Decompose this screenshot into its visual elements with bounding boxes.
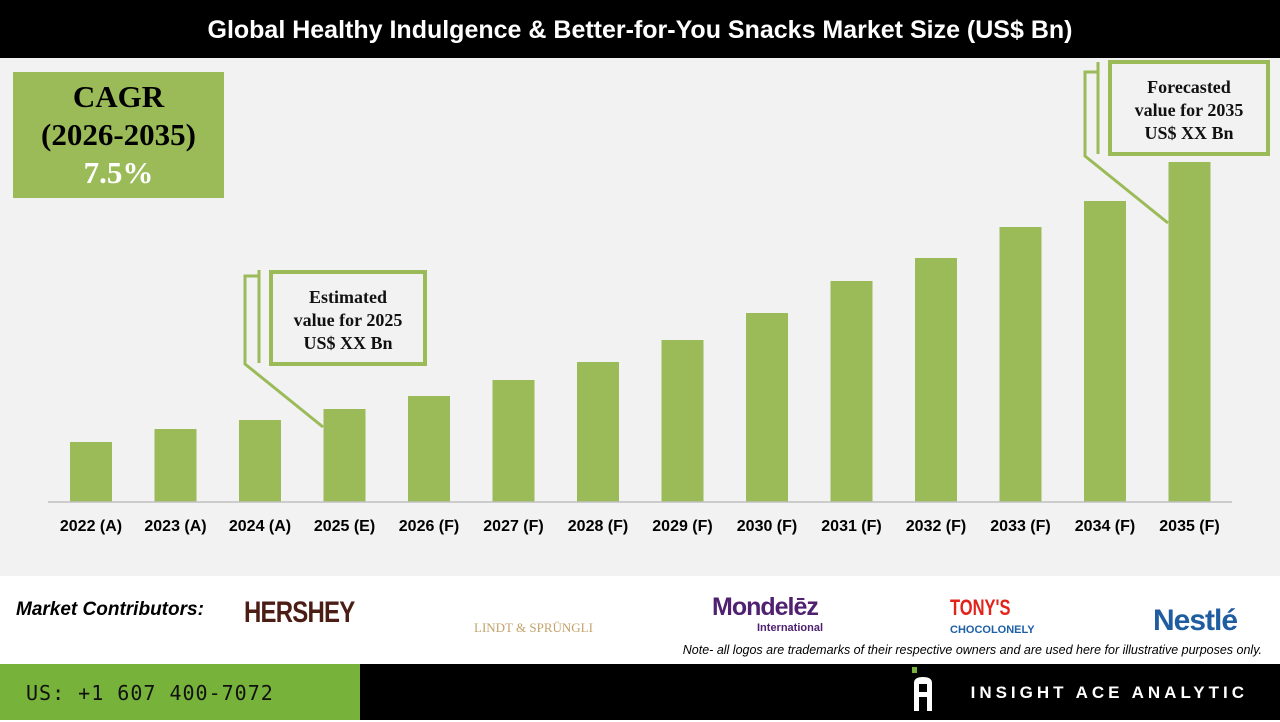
bar-chart: 2022 (A) 2023 (A) 2024 (A) 2025 (E) 2026 (F)… — [48, 62, 1232, 535]
estimated-callout: Estimated value for 2025 US$ XX Bn — [269, 270, 427, 366]
bar-2027-f- — [492, 380, 535, 502]
callout-line: Estimated — [309, 287, 387, 307]
nestle-logo: Nestlé — [1153, 604, 1238, 637]
callout-line: value for 2025 — [293, 310, 403, 330]
bar-2032-f- — [915, 258, 957, 502]
hershey-logo: HERSHEY — [244, 596, 355, 629]
brand-logo-icon — [912, 667, 932, 711]
x-tick-label: 2030 (F) — [737, 518, 797, 535]
bar-2026-f- — [408, 396, 450, 502]
bar-2035-f- — [1168, 162, 1211, 502]
cagr-label: CAGR — [72, 79, 165, 114]
tonys-logo: TONY'S — [950, 595, 1011, 620]
callout-line: US$ XX Bn — [303, 333, 393, 353]
chart-title: Global Healthy Indulgence & Better-for-Y… — [0, 0, 1280, 58]
mondelez-sub-logo: International — [757, 622, 824, 634]
bar-2029-f- — [661, 340, 704, 502]
x-tick-label: 2023 (A) — [144, 518, 206, 535]
mondelez-logo: Mondelēz — [712, 593, 819, 621]
phone-number: US: +1 607 400-7072 — [0, 664, 360, 720]
x-tick-label: 2022 (A) — [60, 518, 122, 535]
x-tick-label: 2033 (F) — [990, 518, 1050, 535]
x-tick-label: 2031 (F) — [821, 518, 881, 535]
trademark-note: Note- all logos are trademarks of their … — [682, 643, 1262, 657]
bar-2033-f- — [999, 227, 1042, 502]
callout-line: value for 2035 — [1134, 100, 1244, 120]
market-contributors-label: Market Contributors: — [16, 599, 204, 620]
cagr-box: CAGR (2026-2035) 7.5% — [13, 72, 224, 198]
callout-line: US$ XX Bn — [1144, 123, 1234, 143]
footer-bar — [360, 664, 1280, 720]
brand-name: INSIGHT ACE ANALYTIC — [970, 683, 1248, 702]
x-tick-label: 2034 (F) — [1075, 518, 1135, 535]
x-tick-label: 2029 (F) — [652, 518, 712, 535]
bar-2025-e- — [323, 409, 366, 502]
estimated-leader-line — [243, 274, 324, 429]
forecasted-callout: Forecasted value for 2035 US$ XX Bn — [1108, 60, 1270, 156]
bar-2023-a- — [154, 429, 197, 502]
bar-2022-a- — [70, 442, 112, 502]
x-tick-label: 2027 (F) — [483, 518, 543, 535]
x-tick-label: 2028 (F) — [568, 518, 628, 535]
x-tick-label: 2032 (F) — [906, 518, 966, 535]
x-tick-label: 2035 (F) — [1159, 518, 1219, 535]
x-tick-label: 2026 (F) — [399, 518, 459, 535]
forecast-leader-line — [1083, 70, 1169, 225]
bar-2024-a- — [239, 420, 281, 502]
x-tick-label: 2025 (E) — [314, 518, 375, 535]
bar-2028-f- — [577, 362, 619, 502]
lindt-logo: LINDT & SPRÜNGLI — [474, 620, 593, 635]
x-tick-label: 2024 (A) — [229, 518, 291, 535]
cagr-value: 7.5% — [83, 155, 154, 190]
cagr-period: (2026-2035) — [41, 117, 196, 152]
callout-line: Forecasted — [1147, 77, 1231, 97]
bar-2031-f- — [830, 281, 873, 502]
bar-2030-f- — [746, 313, 788, 502]
tonys-sub-logo: CHOCOLONELY — [950, 624, 1035, 636]
bar-2034-f- — [1084, 201, 1126, 502]
